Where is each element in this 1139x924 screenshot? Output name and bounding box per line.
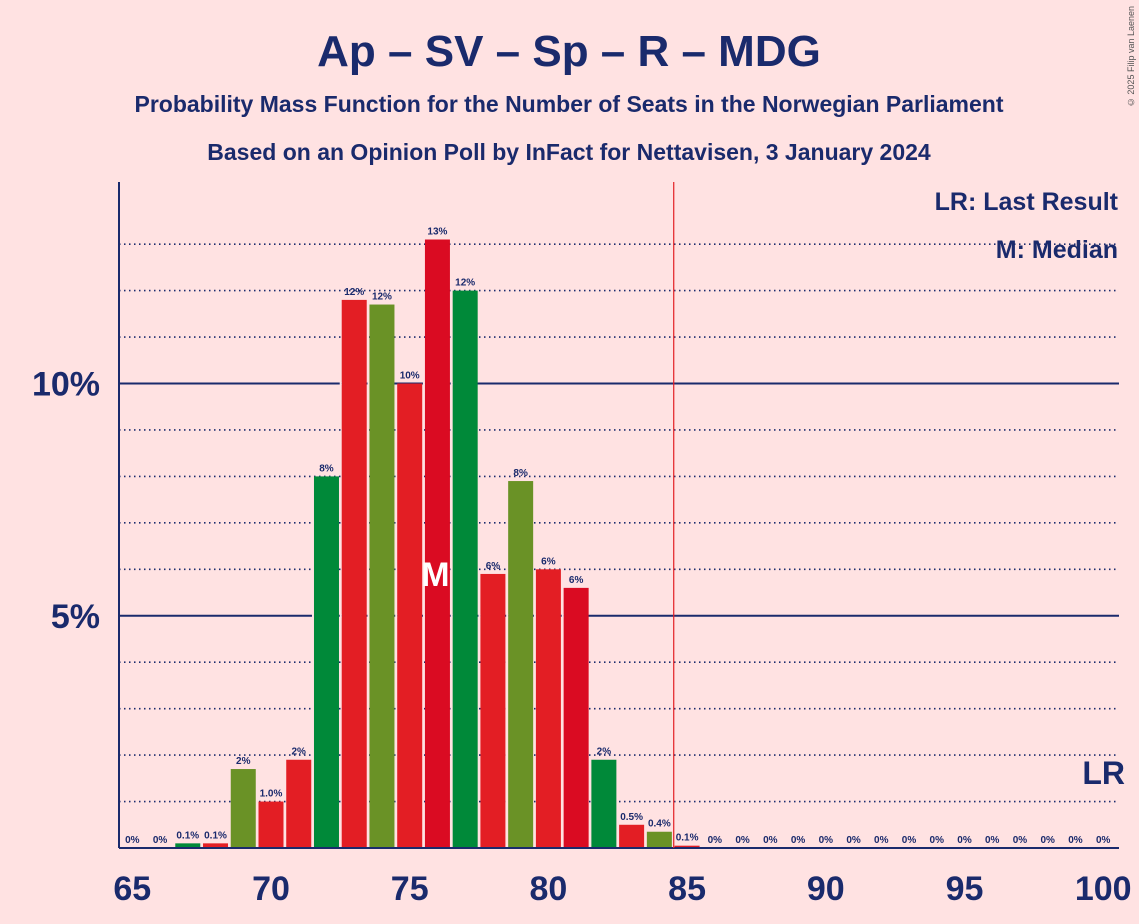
y-tick-label: 5% — [51, 598, 100, 636]
bar-seat-85 — [674, 845, 700, 848]
bar-label-seat-98: 0% — [1040, 835, 1055, 846]
grid-gap — [478, 614, 481, 618]
bar-label-seat-77: 12% — [455, 278, 475, 289]
x-tick-label: 100 — [1075, 870, 1132, 908]
bar-seat-72 — [313, 476, 339, 848]
bar-seat-73 — [341, 299, 367, 848]
chart-subtitle: Probability Mass Function for the Number… — [134, 91, 1003, 117]
bar-value-labels: 0% 0% 0.1% 0.1% 2% 1.0% 2% 8% 12% 12% 10% 13% 12% 6% 8… — [125, 227, 1110, 846]
bar-seat-70 — [258, 801, 284, 848]
bar-seat-79 — [508, 481, 534, 848]
grid-gap — [311, 614, 314, 618]
grid-gap — [367, 614, 370, 618]
bar-label-seat-99: 0% — [1068, 835, 1083, 846]
x-tick-label: 65 — [113, 870, 151, 908]
bar-label-seat-91: 0% — [846, 835, 861, 846]
bar-label-seat-95: 0% — [957, 835, 972, 846]
bar-seat-78 — [480, 573, 506, 848]
x-tick-label: 95 — [946, 870, 984, 908]
legend-median: M: Median — [996, 236, 1118, 264]
bar-label-seat-100: 0% — [1096, 835, 1111, 846]
bar-label-seat-94: 0% — [930, 835, 945, 846]
bar-seat-71 — [286, 759, 312, 848]
x-tick-label: 75 — [391, 870, 429, 908]
grid-gap — [422, 614, 425, 618]
grid-gap — [422, 382, 425, 385]
bar-label-seat-72: 8% — [319, 463, 334, 474]
bar-label-seat-67: 0.1% — [176, 830, 199, 841]
grid-gap — [367, 382, 370, 385]
gridlines — [119, 243, 1119, 803]
bar-label-seat-69: 2% — [236, 756, 251, 767]
bar-seat-68 — [203, 843, 229, 848]
bar-seat-81 — [563, 587, 589, 848]
bar-label-seat-76: 13% — [427, 227, 447, 238]
bar-label-seat-86: 0% — [708, 835, 723, 846]
bar-seat-84 — [646, 831, 672, 848]
bar-seat-75 — [397, 383, 423, 848]
bar-label-seat-92: 0% — [874, 835, 889, 846]
grid-gap — [339, 614, 342, 618]
x-axis-labels: 65 70 75 80 85 90 95 100 — [113, 870, 1131, 908]
bar-label-seat-83: 0.5% — [620, 812, 643, 823]
y-tick-label: 10% — [32, 366, 100, 404]
grid-gap — [506, 614, 509, 618]
bar-label-seat-80: 6% — [541, 556, 556, 567]
x-tick-label: 85 — [668, 870, 706, 908]
bar-label-seat-78: 6% — [486, 561, 501, 572]
bar-label-seat-65: 0% — [125, 835, 140, 846]
y-axis-labels: 5% 10% — [32, 366, 100, 636]
bar-label-seat-97: 0% — [1013, 835, 1028, 846]
chart-title: Ap – SV – Sp – R – MDG — [317, 27, 821, 76]
bars — [175, 239, 700, 849]
x-tick-label: 80 — [529, 870, 567, 908]
last-result-label: LR — [1082, 755, 1125, 791]
bar-label-seat-93: 0% — [902, 835, 917, 846]
grid-gap — [339, 382, 342, 385]
bar-seat-82 — [591, 759, 617, 848]
bar-label-seat-68: 0.1% — [204, 830, 227, 841]
bar-seat-77 — [452, 290, 478, 849]
bar-seat-67 — [175, 843, 201, 848]
bar-label-seat-87: 0% — [735, 835, 750, 846]
grid-gap — [450, 614, 453, 618]
legend-last-result: LR: Last Result — [935, 188, 1119, 216]
bar-label-seat-82: 2% — [597, 747, 612, 758]
grid-gap — [450, 382, 453, 385]
bar-label-seat-70: 1.0% — [260, 789, 283, 800]
bar-seat-83 — [619, 824, 645, 848]
bar-label-seat-81: 6% — [569, 575, 584, 586]
x-tick-label: 90 — [807, 870, 845, 908]
bar-label-seat-84: 0.4% — [648, 819, 671, 830]
bar-seat-74 — [369, 304, 395, 848]
grid-gap — [561, 614, 564, 618]
bar-label-seat-96: 0% — [985, 835, 1000, 846]
bar-label-seat-75: 10% — [400, 371, 420, 382]
grid-gap — [395, 614, 398, 618]
bar-seat-76 — [424, 239, 450, 848]
chart-subtitle-poll: Based on an Opinion Poll by InFact for N… — [207, 139, 931, 165]
bar-label-seat-74: 12% — [372, 292, 392, 303]
bar-label-seat-88: 0% — [763, 835, 778, 846]
x-tick-label: 70 — [252, 870, 290, 908]
bar-label-seat-66: 0% — [153, 835, 168, 846]
grid-gap — [533, 614, 536, 618]
median-marker: M — [421, 556, 449, 594]
bar-label-seat-79: 8% — [513, 468, 528, 479]
bar-label-seat-71: 2% — [292, 747, 307, 758]
bar-seat-69 — [230, 769, 256, 848]
bar-seat-80 — [535, 569, 561, 848]
bar-label-seat-85: 0.1% — [676, 833, 699, 844]
bar-label-seat-73: 12% — [344, 287, 364, 298]
bar-label-seat-90: 0% — [819, 835, 834, 846]
copyright-notice: © 2025 Filip van Laenen — [1126, 6, 1136, 108]
bar-label-seat-89: 0% — [791, 835, 806, 846]
